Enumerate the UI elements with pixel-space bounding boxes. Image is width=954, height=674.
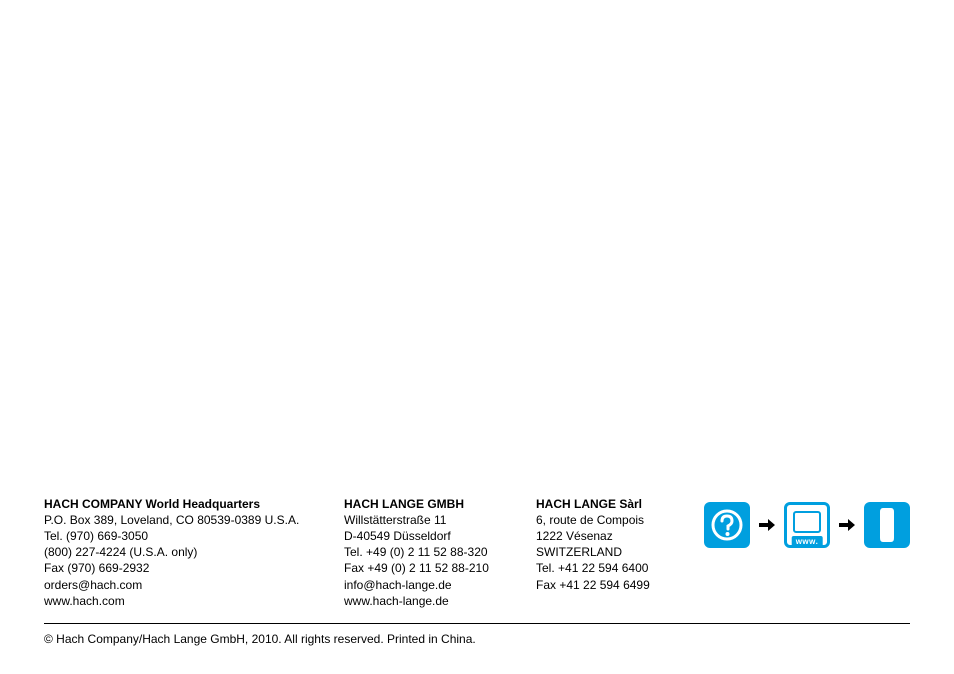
hq-line: Fax (970) 669-2932	[44, 560, 344, 576]
sarl-line: Tel. +41 22 594 6400	[536, 560, 702, 576]
arrow-right-icon	[838, 516, 856, 534]
column-sarl: HACH LANGE Sàrl 6, route de Compois 1222…	[536, 496, 702, 593]
gmbh-heading: HACH LANGE GMBH	[344, 496, 536, 512]
contact-columns: HACH COMPANY World Headquarters P.O. Box…	[44, 496, 910, 609]
gmbh-line: Fax +49 (0) 2 11 52 88-210	[344, 560, 536, 576]
hq-heading: HACH COMPANY World Headquarters	[44, 496, 344, 512]
hq-line: P.O. Box 389, Loveland, CO 80539-0389 U.…	[44, 512, 344, 528]
sarl-line: Fax +41 22 594 6499	[536, 577, 702, 593]
footer-content: HACH COMPANY World Headquarters P.O. Box…	[0, 496, 954, 674]
sarl-line: 6, route de Compois	[536, 512, 702, 528]
column-headquarters: HACH COMPANY World Headquarters P.O. Box…	[44, 496, 344, 609]
sarl-heading: HACH LANGE Sàrl	[536, 496, 702, 512]
help-icon	[704, 502, 750, 548]
hq-line: Tel. (970) 669-3050	[44, 528, 344, 544]
hq-line: (800) 227-4224 (U.S.A. only)	[44, 544, 344, 560]
copyright-text: © Hach Company/Hach Lange GmbH, 2010. Al…	[44, 632, 910, 646]
website-icon: www.	[784, 502, 830, 548]
www-label: www.	[792, 536, 823, 547]
arrow-right-icon	[758, 516, 776, 534]
divider	[44, 623, 910, 624]
sarl-line: SWITZERLAND	[536, 544, 702, 560]
gmbh-line: www.hach-lange.de	[344, 593, 536, 609]
hq-line: www.hach.com	[44, 593, 344, 609]
support-icons: www.	[702, 496, 910, 548]
phone-icon	[864, 502, 910, 548]
gmbh-line: info@hach-lange.de	[344, 577, 536, 593]
hq-line: orders@hach.com	[44, 577, 344, 593]
gmbh-line: Tel. +49 (0) 2 11 52 88-320	[344, 544, 536, 560]
sarl-line: 1222 Vésenaz	[536, 528, 702, 544]
gmbh-line: D-40549 Düsseldorf	[344, 528, 536, 544]
gmbh-line: Willstätterstraße 11	[344, 512, 536, 528]
column-gmbh: HACH LANGE GMBH Willstätterstraße 11 D-4…	[344, 496, 536, 609]
